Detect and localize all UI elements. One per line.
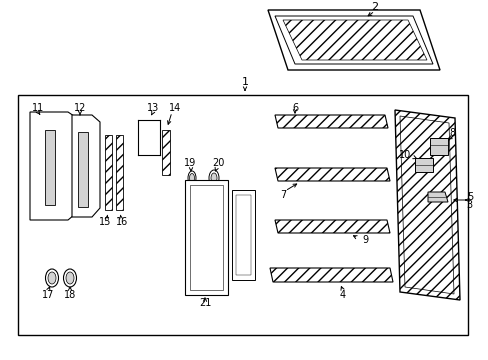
Text: 4: 4: [339, 290, 346, 300]
Text: 2: 2: [371, 2, 378, 12]
Polygon shape: [116, 135, 123, 210]
Text: 9: 9: [361, 235, 367, 245]
Text: 16: 16: [116, 217, 128, 227]
Ellipse shape: [210, 173, 217, 183]
Text: 8: 8: [448, 128, 454, 138]
Text: 19: 19: [183, 158, 196, 168]
Polygon shape: [78, 132, 88, 207]
Polygon shape: [414, 158, 432, 172]
Text: 11: 11: [32, 103, 44, 113]
Text: 1: 1: [241, 77, 248, 87]
Text: 21: 21: [199, 298, 211, 308]
Bar: [18, 95, 467, 335]
Polygon shape: [274, 220, 389, 233]
Text: 5: 5: [466, 192, 472, 202]
Polygon shape: [231, 190, 254, 280]
Polygon shape: [274, 168, 389, 181]
Text: 13: 13: [146, 103, 159, 113]
Ellipse shape: [45, 269, 59, 287]
Polygon shape: [105, 135, 112, 210]
Ellipse shape: [48, 272, 56, 284]
Text: 18: 18: [64, 290, 76, 300]
Polygon shape: [72, 115, 100, 217]
Text: 7: 7: [279, 190, 285, 200]
Polygon shape: [267, 10, 439, 70]
Text: 3: 3: [465, 200, 471, 210]
Polygon shape: [427, 192, 447, 202]
Text: 12: 12: [74, 103, 86, 113]
Ellipse shape: [66, 272, 74, 284]
Polygon shape: [274, 115, 387, 128]
Text: 17: 17: [42, 290, 54, 300]
Polygon shape: [283, 20, 426, 60]
Text: 6: 6: [291, 103, 298, 113]
Ellipse shape: [208, 170, 219, 186]
Polygon shape: [269, 268, 392, 282]
Ellipse shape: [189, 174, 194, 183]
Text: 15: 15: [99, 217, 111, 227]
Polygon shape: [394, 110, 459, 300]
Ellipse shape: [63, 269, 76, 287]
Text: 20: 20: [211, 158, 224, 168]
Polygon shape: [45, 130, 55, 205]
Polygon shape: [30, 112, 80, 220]
Ellipse shape: [187, 171, 196, 185]
Text: 14: 14: [168, 103, 181, 113]
Polygon shape: [184, 180, 227, 295]
Text: 10: 10: [398, 150, 410, 160]
Polygon shape: [429, 138, 447, 155]
Polygon shape: [162, 130, 170, 175]
Polygon shape: [274, 16, 432, 64]
